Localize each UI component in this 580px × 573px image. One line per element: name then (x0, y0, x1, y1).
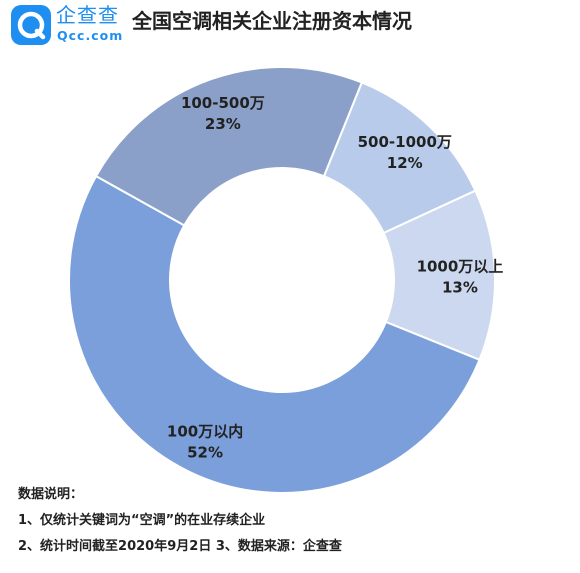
brand-domain: Qcc.com (57, 28, 124, 43)
slice-label-2: 1000万以上 (417, 258, 504, 276)
slice-label-3: 100万以内 (167, 423, 243, 441)
notes-heading: 数据说明： (18, 487, 84, 502)
slice-label-1: 500-1000万 (358, 133, 452, 151)
donut-slice-3 (68, 174, 481, 495)
slice-percent-1: 12% (387, 154, 423, 172)
donut-slice-4 (94, 66, 364, 227)
brand-name: 企查查 (56, 3, 119, 27)
slice-percent-4: 23% (205, 115, 241, 133)
notes-line-2: 2、统计时间截至2020年9月2日 3、数据来源：企查查 (18, 539, 342, 554)
slice-label-4: 100-500万 (181, 94, 265, 112)
slice-percent-2: 13% (442, 279, 478, 297)
data-notes: 数据说明： 1、仅统计关键词为“空调”的在业存续企业 2、统计时间截至2020年… (18, 487, 558, 565)
chart-title: 全国空调相关企业注册资本情况 (132, 9, 412, 33)
slice-percent-3: 52% (187, 444, 223, 462)
qcc-logo-icon (11, 5, 51, 45)
brand-logo: 企查查 Qcc.com (10, 2, 130, 46)
notes-line-1: 1、仅统计关键词为“空调”的在业存续企业 (18, 513, 266, 528)
